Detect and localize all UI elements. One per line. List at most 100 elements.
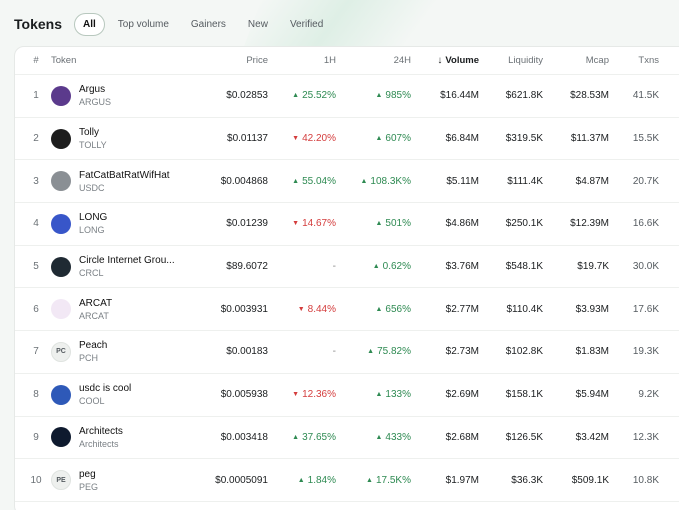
token-name: Circle Internet Grou... — [79, 255, 175, 267]
row-number: 4 — [33, 218, 39, 230]
liquidity: $126.5K — [505, 431, 543, 443]
token-symbol: LONG — [79, 225, 105, 236]
price: $0.01137 — [227, 133, 268, 145]
txns: 17.6K — [632, 303, 659, 315]
token-symbol: ARCAT — [79, 310, 109, 321]
token-cell[interactable]: Circle Internet Grou... CRCL — [51, 246, 201, 288]
table-row[interactable]: 8 usdc is cool COOL $0.005938 ▼ 12.36% ▲… — [15, 374, 679, 417]
change-24h: ▲ 433% — [375, 417, 411, 459]
liquidity: $319.5K — [505, 133, 543, 145]
filter-top-volume[interactable]: Top volume — [117, 18, 169, 30]
volume: $16.44M — [440, 90, 479, 102]
token-name: LONG — [79, 212, 108, 224]
argus-icon — [51, 85, 71, 106]
table-row[interactable]: 9 Architects Architects $0.003418 ▲ 37.6… — [15, 417, 679, 460]
row-number: 7 — [33, 346, 39, 358]
price: $0.0005091 — [215, 474, 268, 486]
token-symbol: TOLLY — [79, 140, 107, 151]
col-price[interactable]: Price — [246, 55, 268, 66]
col-volume-label: Volume — [445, 55, 479, 66]
change-value: 985% — [385, 90, 411, 102]
row-number: 5 — [33, 261, 39, 273]
change-value: 0.62% — [382, 261, 411, 273]
col-num: # — [33, 55, 39, 66]
mcap: $1.83M — [575, 346, 609, 358]
price: $0.02853 — [226, 90, 268, 102]
table-row[interactable]: 3 FatCatBatRatWifHat USDC $0.004868 ▲ 55… — [15, 160, 679, 204]
price: $0.005938 — [220, 389, 268, 401]
col-1h[interactable]: 1H — [323, 55, 336, 66]
mcap: $12.39M — [570, 218, 609, 230]
liquidity: $548.1K — [505, 261, 543, 273]
token-cell[interactable]: usdc is cool COOL — [51, 374, 201, 416]
change-1h: - — [332, 261, 336, 273]
filter-all[interactable]: All — [73, 12, 105, 36]
token-cell[interactable]: Argus ARGUS — [51, 75, 201, 117]
col-mcap[interactable]: Mcap — [585, 55, 609, 66]
filter-gainers[interactable]: Gainers — [190, 18, 226, 30]
filter-new[interactable]: New — [247, 18, 268, 30]
table-body: 1 Argus ARGUS $0.02853 ▲ 25.52% ▲ 985% $… — [15, 75, 679, 502]
cool-icon — [51, 384, 71, 405]
table-row[interactable]: 5 Circle Internet Grou... CRCL $89.6072 … — [15, 246, 679, 289]
token-name: Architects — [79, 425, 123, 437]
token-symbol: CRCL — [79, 268, 104, 279]
tokens-header: Tokens All Top volume Gainers New Verifi… — [0, 0, 679, 48]
txns: 9.2K — [638, 389, 659, 401]
token-cell[interactable]: Tolly TOLLY — [51, 118, 201, 160]
col-24h[interactable]: 24H — [393, 55, 411, 66]
architects-icon — [51, 427, 71, 448]
token-name-block: FatCatBatRatWifHat USDC — [79, 170, 170, 193]
token-name-block: ARCAT ARCAT — [79, 298, 112, 321]
token-cell[interactable]: PC Peach PCH — [51, 331, 201, 373]
change-value: 607% — [385, 133, 411, 145]
placeholder-icon: PE — [51, 470, 71, 491]
mcap: $4.87M — [575, 175, 609, 187]
table-row[interactable]: 7 PC Peach PCH $0.00183 - ▲ 75.82% $2.73… — [15, 331, 679, 374]
col-liquidity[interactable]: Liquidity — [508, 55, 543, 66]
change-24h: ▲ 0.62% — [373, 246, 411, 288]
txns: 30.0K — [632, 261, 659, 273]
triangle-up-icon: ▲ — [292, 177, 300, 185]
token-symbol: USDC — [79, 182, 105, 193]
table-row[interactable]: 1 Argus ARGUS $0.02853 ▲ 25.52% ▲ 985% $… — [15, 75, 679, 118]
col-volume[interactable]: ↓ Volume — [437, 47, 479, 74]
col-txns[interactable]: Txns — [638, 55, 659, 66]
table-row[interactable]: 4 LONG LONG $0.01239 ▼ 14.67% ▲ 501% $4.… — [15, 203, 679, 246]
change-value: 133% — [385, 389, 411, 401]
table-row[interactable]: 2 Tolly TOLLY $0.01137 ▼ 42.20% ▲ 607% $… — [15, 118, 679, 161]
token-name-block: LONG LONG — [79, 212, 107, 235]
token-cell[interactable]: PE peg PEG — [51, 459, 201, 501]
change-24h: ▲ 985% — [375, 75, 411, 117]
token-cell[interactable]: FatCatBatRatWifHat USDC — [51, 160, 201, 202]
volume: $2.68M — [445, 431, 479, 443]
filter-verified[interactable]: Verified — [289, 18, 324, 30]
change-value: 8.44% — [307, 303, 336, 315]
change-value: 17.5K% — [375, 474, 411, 486]
col-token[interactable]: Token — [51, 55, 77, 66]
token-cell[interactable]: LONG LONG — [51, 203, 201, 245]
row-number: 1 — [33, 90, 39, 102]
triangle-up-icon: ▲ — [375, 433, 383, 441]
row-number: 2 — [33, 133, 39, 145]
token-name: Peach — [79, 340, 108, 352]
token-cell[interactable]: Architects Architects — [51, 417, 201, 459]
token-name: Tolly — [79, 127, 100, 139]
change-24h: ▲ 17.5K% — [366, 459, 411, 501]
volume: $2.73M — [445, 346, 479, 358]
triangle-down-icon: ▼ — [292, 391, 300, 399]
page-title: Tokens — [14, 16, 62, 32]
liquidity: $621.8K — [505, 90, 543, 102]
change-1h: ▲ 25.52% — [292, 75, 336, 117]
token-symbol: Architects — [79, 438, 119, 449]
table-row[interactable]: 6 ARCAT ARCAT $0.003931 ▼ 8.44% ▲ 656% $… — [15, 288, 679, 332]
change-value: 1.84% — [307, 474, 336, 486]
triangle-up-icon: ▲ — [375, 305, 383, 313]
token-cell[interactable]: ARCAT ARCAT — [51, 288, 201, 330]
icon-initials: PC — [56, 348, 66, 356]
price: $89.6072 — [226, 261, 268, 273]
price: $0.003931 — [220, 303, 268, 315]
table-row[interactable]: 10 PE peg PEG $0.0005091 ▲ 1.84% ▲ 17.5K… — [15, 459, 679, 502]
change-24h: ▲ 607% — [375, 118, 411, 160]
token-name-block: Tolly TOLLY — [79, 127, 107, 150]
